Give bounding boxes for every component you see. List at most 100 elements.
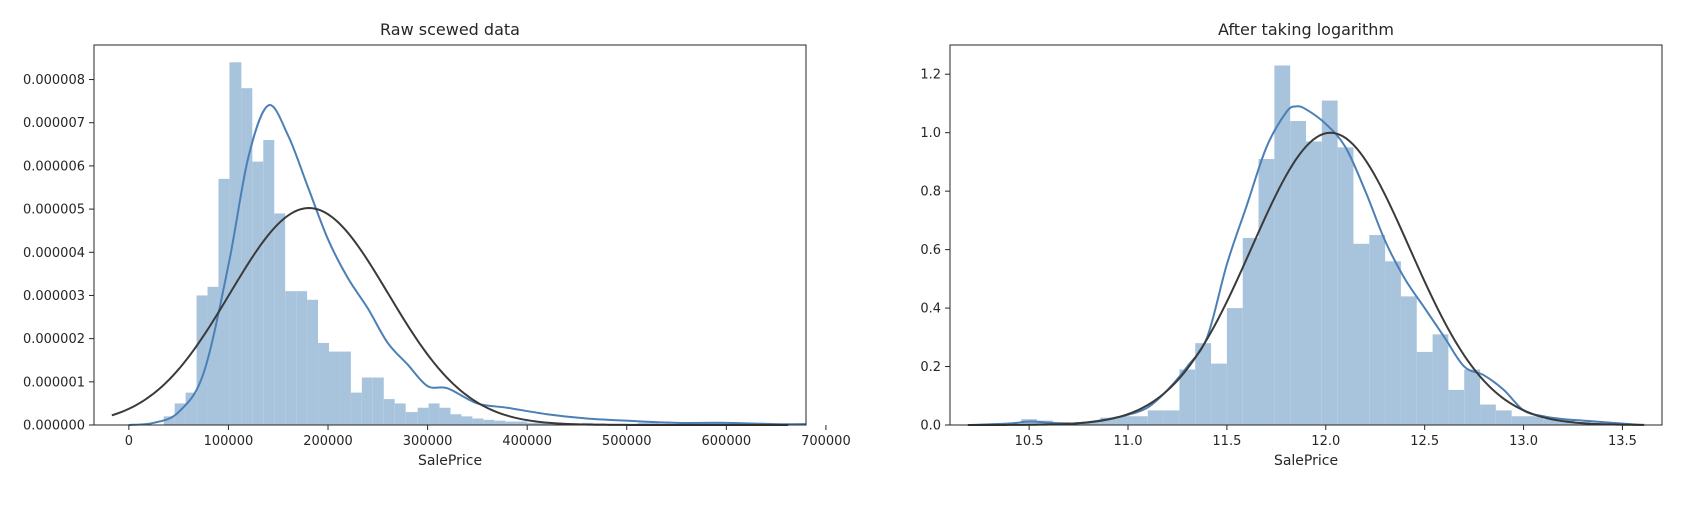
plot-frame [949, 44, 1663, 426]
histogram-bars [1021, 65, 1591, 426]
histogram-bar [1321, 100, 1338, 425]
histogram-bar [1211, 363, 1227, 425]
x-axis-ticks: 10.5 11.0 11.5 12.0 12.5 13.0 13.5 [1015, 425, 1637, 449]
x-tick-label: 11.5 [1212, 434, 1241, 449]
histogram-bar [637, 422, 649, 425]
histogram-bar [196, 295, 208, 425]
histogram-bars [163, 62, 759, 426]
histogram-bar [1131, 416, 1148, 425]
histogram-bar [1195, 343, 1212, 425]
normal-fit-curve [967, 131, 1645, 426]
histogram-bar [394, 403, 406, 425]
plot-frame [93, 44, 807, 426]
y-tick-label: 0.000005 [23, 203, 85, 218]
histogram-bar [1226, 308, 1243, 425]
histogram-bar [1416, 351, 1433, 425]
histogram-bar [1495, 410, 1512, 425]
histogram-bar [383, 399, 395, 425]
histogram-bar [1385, 261, 1401, 425]
y-tick-label: 0.8 [920, 185, 941, 200]
histogram-bar [1179, 369, 1196, 425]
histogram-bar [1448, 389, 1465, 425]
histogram-bar [339, 351, 351, 425]
histogram-bar [648, 422, 660, 425]
histogram-bar [1353, 243, 1370, 425]
histogram-bar [350, 392, 362, 425]
histogram-bar [494, 420, 506, 425]
x-tick-label: 300000 [403, 434, 453, 449]
kde-curve [128, 104, 807, 426]
histogram-bar [1163, 410, 1180, 425]
y-tick-label: 0.000002 [23, 332, 85, 347]
x-tick-label: 500000 [602, 434, 652, 449]
histogram-bar [329, 351, 340, 425]
y-tick-label: 0.000004 [23, 246, 85, 261]
x-tick-label: 700000 [801, 434, 851, 449]
histogram-bar [318, 342, 330, 425]
y-tick-label: 0.000001 [23, 375, 85, 390]
histogram-bar [1274, 65, 1291, 426]
histogram-bar [263, 140, 275, 425]
chart-log-saleprice: 10.5 11.0 11.5 12.0 12.5 13.0 13.5 0.00.20.40.… [920, 20, 1663, 469]
histogram-bar [538, 422, 550, 425]
x-tick-label: 600000 [702, 434, 752, 449]
y-tick-label: 1.0 [920, 126, 941, 141]
y-tick-label: 0.000006 [23, 159, 85, 174]
x-tick-label: 400000 [502, 434, 552, 449]
histogram-bar [1527, 416, 1544, 425]
y-axis-ticks: 0.000000 0.000001 0.000002 0.000003 0.000004… [23, 73, 94, 434]
histogram-bar [1147, 410, 1164, 425]
histogram-bar [1100, 417, 1117, 425]
histogram-bar [483, 419, 495, 425]
x-axis-label: SalePrice [418, 453, 482, 469]
y-tick-label: 0.000000 [23, 419, 85, 434]
histogram-bar [1400, 296, 1417, 425]
y-tick-label: 0.000008 [23, 73, 85, 88]
y-axis-ticks: 0.0 0.2 0.4 0.6 0.8 1.0 1.2 [920, 68, 950, 434]
x-tick-label: 200000 [303, 434, 353, 449]
y-tick-label: 0.6 [920, 243, 941, 258]
y-tick-label: 1.2 [920, 68, 941, 83]
y-tick-label: 0.000007 [23, 116, 85, 131]
histogram-bar [1258, 159, 1275, 425]
histogram-bar [307, 299, 319, 425]
histogram-bar [296, 291, 308, 425]
histogram-bar [1084, 422, 1101, 425]
histogram-bar [252, 161, 264, 425]
histogram-bar [1369, 235, 1386, 425]
histogram-bar [207, 286, 219, 425]
histogram-bar [1511, 416, 1528, 425]
histogram-bar [505, 421, 517, 425]
x-tick-label: 12.0 [1311, 434, 1340, 449]
histogram-bar [274, 213, 286, 425]
x-tick-label: 0 [125, 434, 133, 449]
histogram-bar [163, 416, 175, 425]
y-tick-label: 0.0 [920, 419, 941, 434]
histogram-bar [450, 414, 462, 425]
histogram-bar [1480, 404, 1496, 425]
histogram-bar [361, 377, 373, 425]
histogram-bar [1242, 237, 1259, 425]
y-tick-label: 0.000003 [23, 289, 85, 304]
histogram-bar [1306, 141, 1322, 425]
histogram-bar [241, 88, 253, 426]
histogram-bar [185, 392, 197, 425]
histogram-bar [461, 416, 473, 425]
histogram-bar [1337, 147, 1354, 425]
histogram-bar [285, 291, 297, 425]
histogram-bar [229, 62, 242, 426]
histogram-bar [472, 418, 484, 425]
histogram-bar [1543, 419, 1560, 425]
histogram-bar [405, 412, 418, 425]
y-tick-label: 0.2 [920, 360, 941, 375]
histogram-bar [174, 403, 186, 425]
chart-raw-saleprice: 0 100000 200000 300000 400000 500000 600000 700… [23, 20, 851, 469]
histogram-bar [516, 421, 528, 425]
x-tick-label: 13.0 [1509, 434, 1538, 449]
histogram-bar [1290, 121, 1306, 425]
histogram-bar [428, 403, 440, 425]
histogram-bar [1116, 416, 1132, 425]
x-tick-label: 13.5 [1608, 434, 1637, 449]
histogram-bar [417, 407, 429, 425]
